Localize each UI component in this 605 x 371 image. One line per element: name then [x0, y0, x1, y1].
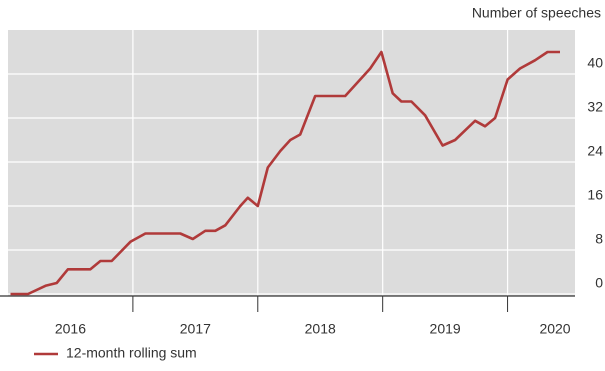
data-line [10, 50, 560, 296]
x-tick-label: 2018 [305, 321, 336, 337]
x-tick-label: 2020 [539, 321, 570, 337]
y-tick-label: 0 [595, 275, 603, 291]
y-tick-label: 16 [587, 187, 603, 203]
x-tick-label: 2016 [55, 321, 86, 337]
y-tick-label: 8 [595, 231, 603, 247]
legend-label: 12-month rolling sum [66, 345, 197, 361]
y-tick-label: 24 [587, 143, 603, 159]
y-tick-label: 32 [587, 99, 603, 115]
x-tick-label: 2019 [430, 321, 461, 337]
x-tick-label: 2017 [180, 321, 211, 337]
y-axis-label: Number of speeches [472, 5, 601, 21]
y-tick-label: 40 [587, 55, 603, 71]
plot-background [8, 30, 575, 296]
